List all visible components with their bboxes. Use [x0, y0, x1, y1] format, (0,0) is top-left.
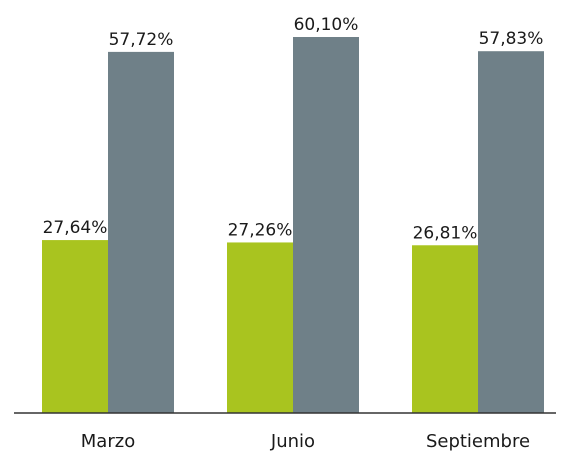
- x-tick-label: Marzo: [81, 431, 135, 452]
- bar: [42, 240, 108, 413]
- bar: [412, 245, 478, 413]
- value-label: 26,81%: [413, 223, 478, 243]
- x-tick-label: Septiembre: [426, 431, 530, 452]
- x-tick-label: Junio: [270, 431, 315, 452]
- value-label: 57,72%: [109, 30, 174, 50]
- value-label: 27,26%: [228, 220, 293, 240]
- value-label: 60,10%: [294, 15, 359, 35]
- bar: [227, 242, 293, 413]
- bar: [293, 37, 359, 413]
- value-label: 57,83%: [479, 29, 544, 49]
- bar: [108, 51, 174, 413]
- value-label: 27,64%: [43, 218, 108, 238]
- bar: [478, 51, 544, 414]
